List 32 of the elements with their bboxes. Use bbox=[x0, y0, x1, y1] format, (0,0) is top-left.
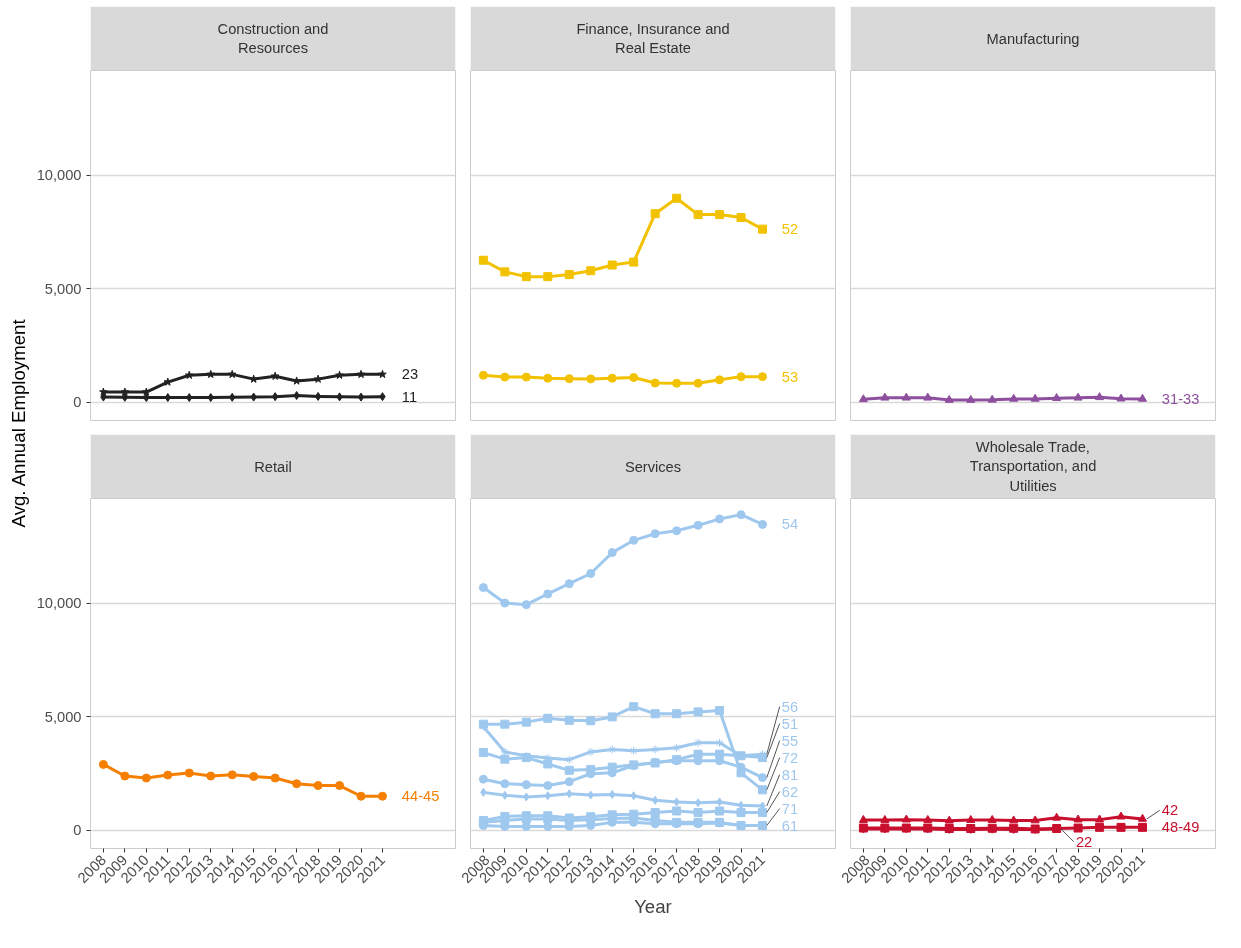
x-axis-title: Year bbox=[634, 895, 672, 917]
y-tick-label: 5,000 bbox=[44, 280, 82, 297]
chart-title: Manufacturing bbox=[986, 30, 1080, 47]
y-tick-label: 10,000 bbox=[36, 595, 82, 612]
y-tick-label: 10,000 bbox=[36, 167, 82, 184]
text: 55 bbox=[781, 732, 799, 749]
y-axis-title: Avg. Annual Employment bbox=[8, 318, 29, 528]
series-label: 42 bbox=[1161, 802, 1179, 819]
chart-title: Services bbox=[624, 458, 682, 475]
series-label: 54 bbox=[781, 516, 799, 533]
chart-title: Retail bbox=[254, 458, 292, 475]
series-label: 22 bbox=[1075, 833, 1093, 850]
series-label: 62 bbox=[781, 783, 799, 800]
series-label: 23 bbox=[401, 366, 419, 383]
series-label: 61 bbox=[781, 817, 799, 834]
series-label: 11 bbox=[401, 388, 418, 405]
y-tick-label: 0 bbox=[73, 394, 82, 411]
series-label: 72 bbox=[781, 749, 799, 766]
series-label: 31-33 bbox=[1161, 390, 1200, 407]
series-label: 53 bbox=[781, 368, 799, 385]
chart-title: Wholesale Trade, Transportation, and Utilities bbox=[969, 439, 1097, 494]
series-label: 81 bbox=[781, 766, 799, 783]
series-label: 48-49 bbox=[1161, 819, 1200, 836]
text: 56 bbox=[781, 698, 799, 715]
series-label: 52 bbox=[781, 221, 799, 238]
y-tick-label: 0 bbox=[73, 822, 82, 839]
y-tick-label: 5,000 bbox=[44, 708, 82, 725]
series-label: 51 bbox=[781, 715, 799, 732]
series-label: 44-45 bbox=[401, 788, 440, 805]
chart-title: Finance, Insurance and Real Estate bbox=[576, 20, 730, 57]
series-label: 71 bbox=[781, 800, 799, 817]
chart-title: Construction and Resources bbox=[217, 20, 329, 57]
